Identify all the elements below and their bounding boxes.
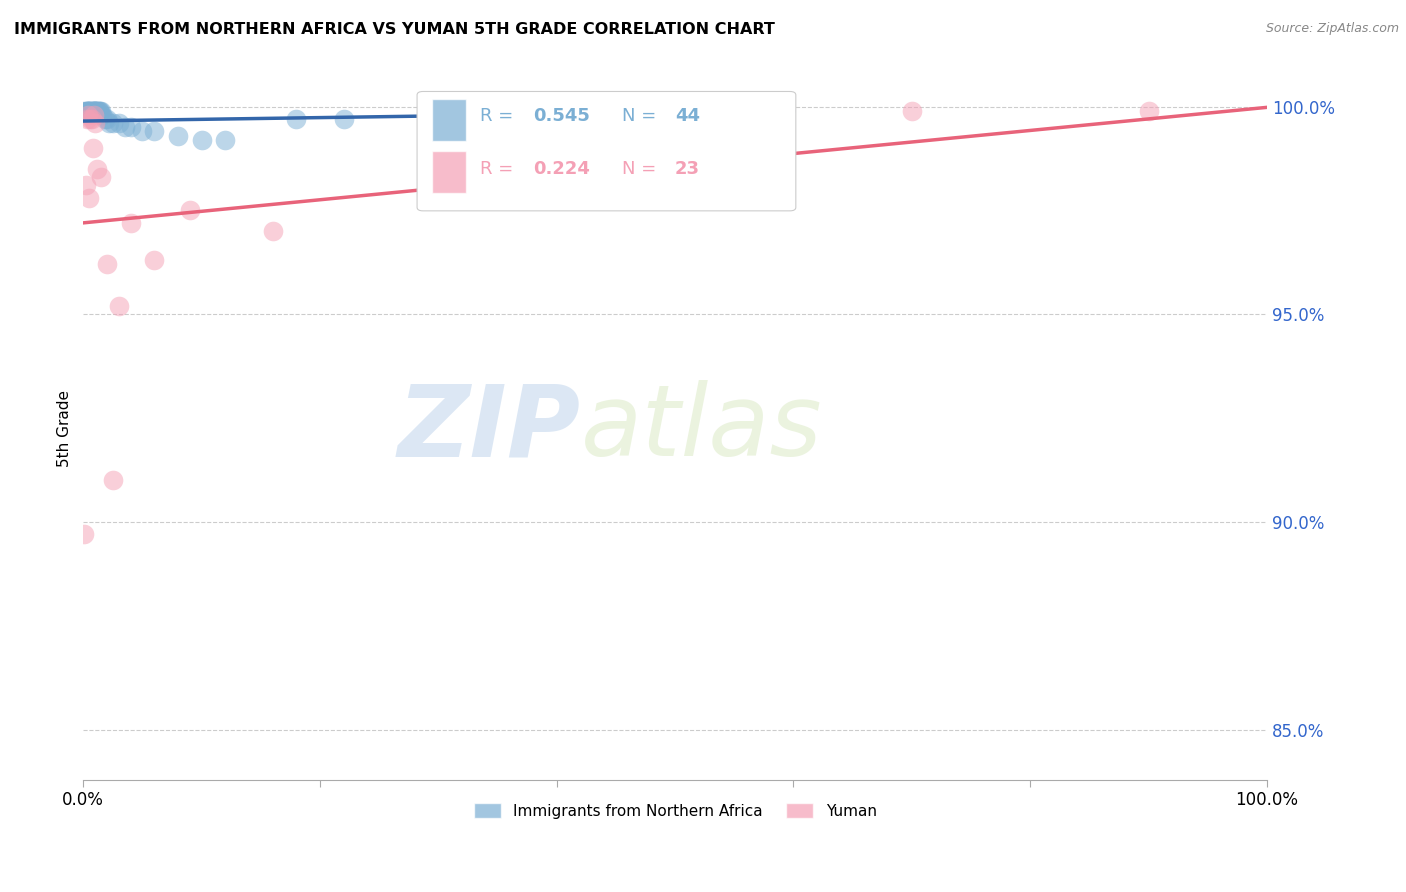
Point <box>179 203 201 218</box>
Point <box>76 112 98 126</box>
Point <box>82 141 104 155</box>
Point <box>285 112 308 126</box>
Point <box>86 103 108 118</box>
Point <box>79 112 101 126</box>
Point <box>114 120 136 135</box>
Point <box>522 103 544 118</box>
Point <box>77 103 100 118</box>
Point <box>77 108 100 122</box>
Point <box>76 103 98 118</box>
Point <box>84 103 107 118</box>
Point <box>723 108 745 122</box>
Text: 44: 44 <box>675 107 700 125</box>
Text: N =: N = <box>621 160 662 178</box>
Point <box>79 103 101 118</box>
Point <box>83 108 105 122</box>
Point <box>84 103 107 118</box>
Text: 23: 23 <box>675 160 700 178</box>
Point <box>167 128 190 143</box>
FancyBboxPatch shape <box>433 98 465 141</box>
Point <box>98 116 121 130</box>
Point <box>143 253 166 268</box>
Point <box>80 112 103 126</box>
Point <box>86 103 108 118</box>
Point <box>75 103 97 118</box>
Point <box>96 112 118 126</box>
Point <box>83 103 105 118</box>
Point <box>131 124 153 138</box>
Point <box>84 103 107 118</box>
Point <box>87 103 110 118</box>
Text: R =: R = <box>479 160 519 178</box>
Point <box>120 216 142 230</box>
Point <box>79 103 101 118</box>
Point <box>101 116 124 130</box>
Point <box>89 103 111 118</box>
Point <box>75 178 97 193</box>
Text: atlas: atlas <box>581 380 823 477</box>
Text: 0.545: 0.545 <box>533 107 591 125</box>
Point <box>107 299 129 313</box>
Point <box>90 170 112 185</box>
Point <box>77 103 100 118</box>
Point <box>73 103 96 118</box>
Text: IMMIGRANTS FROM NORTHERN AFRICA VS YUMAN 5TH GRADE CORRELATION CHART: IMMIGRANTS FROM NORTHERN AFRICA VS YUMAN… <box>14 22 775 37</box>
Point <box>96 257 118 271</box>
FancyBboxPatch shape <box>418 92 796 211</box>
Point <box>143 124 166 138</box>
Text: 0.224: 0.224 <box>533 160 591 178</box>
Point <box>90 103 112 118</box>
Point <box>80 103 103 118</box>
Point <box>83 103 105 118</box>
Point <box>93 112 115 126</box>
Text: R =: R = <box>479 107 519 125</box>
Point <box>77 103 100 118</box>
Point <box>73 527 96 541</box>
Point <box>76 103 98 118</box>
Point <box>107 116 129 130</box>
Point <box>1137 103 1160 118</box>
Text: ZIP: ZIP <box>398 380 581 477</box>
Point <box>91 108 114 122</box>
Point <box>77 103 100 118</box>
Point <box>84 116 107 130</box>
Legend: Immigrants from Northern Africa, Yuman: Immigrants from Northern Africa, Yuman <box>467 797 883 824</box>
Point <box>84 103 107 118</box>
Text: N =: N = <box>621 107 662 125</box>
Point <box>80 103 103 118</box>
Y-axis label: 5th Grade: 5th Grade <box>58 390 72 467</box>
Point <box>82 103 104 118</box>
Point <box>101 474 124 488</box>
Point <box>120 120 142 135</box>
Point <box>77 191 100 205</box>
Point <box>593 103 616 118</box>
Point <box>522 103 544 118</box>
Point <box>87 103 110 118</box>
Point <box>82 103 104 118</box>
Point <box>901 103 924 118</box>
Point <box>332 112 354 126</box>
Point <box>84 103 107 118</box>
Point <box>190 133 212 147</box>
Point <box>86 161 108 176</box>
FancyBboxPatch shape <box>433 151 465 194</box>
Text: Source: ZipAtlas.com: Source: ZipAtlas.com <box>1265 22 1399 36</box>
Point <box>262 224 284 238</box>
Point <box>214 133 236 147</box>
